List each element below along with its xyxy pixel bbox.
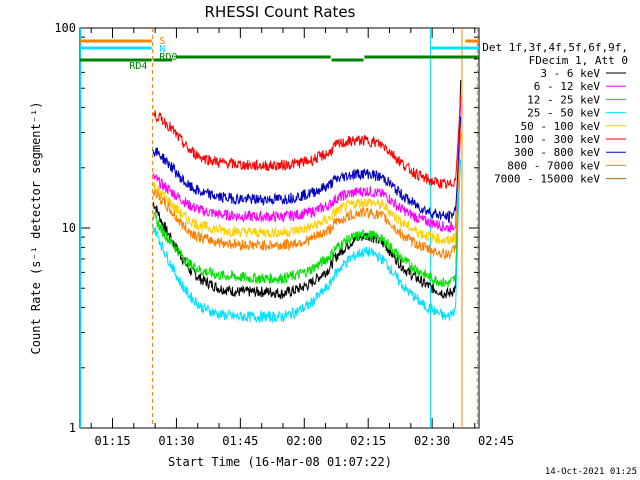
y-axis-label: Count Rate (s⁻¹ detector segment⁻¹) (29, 102, 43, 355)
legend-label-3: 25 - 50 keV (527, 107, 600, 120)
x-tick-label: 02:45 (478, 434, 514, 448)
series-line-6 (152, 116, 462, 224)
y-tick-label: 1 (69, 421, 76, 435)
legend-label-5: 100 - 300 keV (514, 133, 600, 146)
legend-label-6: 300 - 800 keV (514, 146, 600, 159)
x-tick-label: 01:30 (158, 434, 194, 448)
y-tick-label: 10 (62, 221, 76, 235)
series-line-1 (152, 103, 462, 233)
series-line-2 (152, 132, 462, 288)
series-line-0 (152, 79, 462, 300)
x-tick-label: 02:00 (286, 434, 322, 448)
series-line-7 (152, 132, 462, 261)
series-line-5 (152, 95, 462, 189)
legend-header-line-2: FDecim 1, Att 0 (529, 54, 628, 67)
state-label-n: N (159, 44, 165, 55)
x-tick-label: 02:15 (350, 434, 386, 448)
x-axis-label: Start Time (16-Mar-08 01:07:22) (168, 455, 392, 469)
legend-label-2: 12 - 25 keV (527, 93, 600, 106)
legend-header-line-1: Det 1f,3f,4f,5f,6f,9f, (482, 41, 628, 54)
state-label-rd0: RD0 (159, 52, 177, 63)
series-line-4 (152, 121, 462, 246)
legend-label-7: 800 - 7000 keV (507, 159, 600, 172)
state-label-rd4: RD4 (129, 61, 147, 72)
x-tick-label: 01:15 (94, 434, 130, 448)
chart-title: RHESSI Count Rates (205, 3, 356, 21)
legend-label-4: 50 - 100 keV (521, 120, 601, 133)
legend-label-8: 7000 - 15000 keV (494, 173, 600, 186)
legend-label-1: 6 - 12 keV (534, 80, 601, 93)
state-label-s: S (159, 36, 165, 47)
footer-timestamp: 14-Oct-2021 01:25 (545, 467, 637, 477)
series-line-3 (152, 159, 462, 324)
plot-frame (79, 27, 480, 429)
y-tick-label: 100 (54, 21, 76, 35)
legend-label-0: 3 - 6 keV (540, 67, 600, 80)
x-tick-label: 01:45 (222, 434, 258, 448)
x-tick-label: 02:30 (414, 434, 450, 448)
